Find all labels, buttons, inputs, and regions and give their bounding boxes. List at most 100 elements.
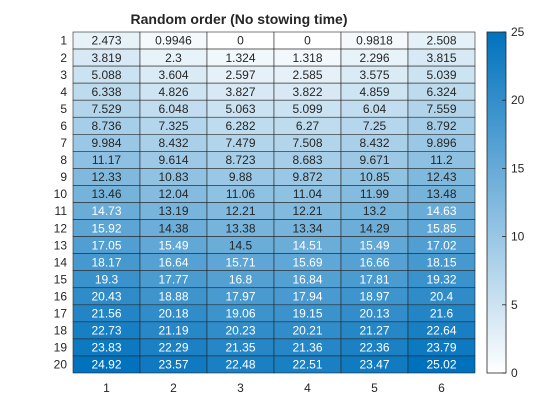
cell-value-label: 14.38	[158, 221, 188, 235]
y-tick-label: 14	[54, 255, 68, 269]
cell-value-label: 2.3	[165, 51, 182, 65]
y-tick-label: 17	[54, 307, 68, 321]
cell-value-label: 6.338	[91, 85, 121, 99]
cell-value-label: 2.508	[426, 34, 456, 48]
cell-value-label: 17.94	[292, 289, 322, 303]
x-tick-label: 5	[371, 381, 378, 395]
colorbar-tick-label: 20	[511, 93, 525, 107]
cell-value-label: 0.9946	[155, 34, 192, 48]
cell-value-label: 19.06	[225, 307, 255, 321]
cell-value-label: 1.318	[292, 51, 322, 65]
x-tick-label: 1	[103, 381, 110, 395]
cell-value-label: 2.473	[91, 34, 121, 48]
cell-value-label: 21.6	[430, 307, 454, 321]
cell-value-label: 16.66	[359, 255, 389, 269]
cell-value-label: 15.49	[359, 238, 389, 252]
cell-value-label: 7.325	[158, 119, 188, 133]
cell-value-label: 0	[304, 34, 311, 48]
cell-value-label: 6.27	[296, 119, 320, 133]
cell-value-label: 18.15	[426, 255, 456, 269]
cell-value-label: 12.21	[225, 204, 255, 218]
cell-value-label: 6.282	[225, 119, 255, 133]
cell-value-label: 12.21	[292, 204, 322, 218]
cell-value-label: 20.23	[225, 324, 255, 338]
y-tick-label: 18	[54, 324, 68, 338]
cell-value-label: 2.597	[225, 68, 255, 82]
cell-value-label: 20.13	[359, 307, 389, 321]
colorbar-tick-label: 25	[511, 25, 525, 39]
cell-value-label: 24.92	[91, 358, 121, 372]
cell-value-label: 5.088	[91, 68, 121, 82]
cell-value-label: 17.02	[426, 238, 456, 252]
cell-value-label: 7.508	[292, 136, 322, 150]
y-tick-label: 8	[60, 153, 67, 167]
cell-value-label: 6.04	[363, 102, 387, 116]
y-tick-label: 6	[60, 119, 67, 133]
x-tick-label: 4	[304, 381, 311, 395]
colorbar-gradient	[486, 31, 507, 374]
x-tick-label: 2	[170, 381, 177, 395]
cell-value-label: 22.48	[225, 358, 255, 372]
y-tick-label: 2	[60, 51, 67, 65]
cell-value-label: 16.64	[158, 255, 188, 269]
x-tick-label: 3	[237, 381, 244, 395]
cell-value-label: 3.575	[359, 68, 389, 82]
colorbar-tick-label: 10	[511, 230, 525, 244]
cell-value-label: 12.33	[91, 170, 121, 184]
cell-value-label: 4.826	[158, 85, 188, 99]
cell-value-label: 5.039	[426, 68, 456, 82]
cell-value-label: 23.79	[426, 341, 456, 355]
cell-value-label: 22.51	[292, 358, 322, 372]
cell-value-label: 14.29	[359, 221, 389, 235]
cell-value-label: 11.17	[92, 153, 121, 167]
cell-value-label: 5.099	[292, 102, 322, 116]
cell-value-label: 22.64	[426, 324, 456, 338]
cell-value-label: 6.324	[426, 85, 456, 99]
cell-value-label: 3.604	[158, 68, 188, 82]
y-tick-label: 11	[55, 204, 68, 218]
y-tick-label: 13	[54, 238, 68, 252]
y-tick-label: 3	[60, 68, 67, 82]
cell-value-label: 23.57	[158, 358, 188, 372]
cell-value-label: 14.51	[292, 238, 322, 252]
colorbar-tick-label: 15	[511, 161, 525, 175]
y-tick-label: 9	[60, 170, 67, 184]
cell-value-label: 10.85	[359, 170, 389, 184]
cell-value-label: 15.92	[91, 221, 121, 235]
cell-value-label: 22.73	[91, 324, 121, 338]
cell-value-label: 23.47	[359, 358, 389, 372]
cell-value-label: 17.97	[225, 289, 255, 303]
cell-value-label: 18.97	[359, 289, 389, 303]
cell-value-label: 11.99	[360, 187, 389, 201]
cell-value-label: 9.896	[426, 136, 456, 150]
cell-value-label: 21.35	[225, 341, 255, 355]
cell-value-label: 12.43	[426, 170, 456, 184]
cell-value-label: 10.83	[158, 170, 188, 184]
cell-value-label: 11.04	[293, 187, 322, 201]
cell-value-label: 23.83	[91, 341, 121, 355]
cell-value-label: 0.9818	[356, 34, 393, 48]
cell-value-label: 8.723	[225, 153, 255, 167]
cell-value-label: 15.69	[292, 255, 322, 269]
chart-title: Random order (No stowing time)	[131, 11, 348, 27]
y-tick-label: 4	[60, 85, 67, 99]
cell-value-label: 18.88	[158, 289, 188, 303]
cell-value-label: 11.2	[430, 153, 453, 167]
cell-value-label: 14.63	[426, 204, 456, 218]
cell-value-label: 22.29	[158, 341, 188, 355]
cell-value-label: 13.48	[426, 187, 456, 201]
y-tick-label: 7	[60, 136, 67, 150]
cell-value-label: 3.815	[426, 51, 456, 65]
cell-value-label: 17.05	[91, 238, 121, 252]
cell-value-label: 11.06	[226, 187, 255, 201]
cell-value-label: 3.822	[292, 85, 322, 99]
cell-value-label: 9.984	[91, 136, 121, 150]
cell-value-label: 0	[237, 34, 244, 48]
colorbar: 0 5 10 15 20 25	[486, 25, 525, 380]
cell-value-label: 9.671	[359, 153, 389, 167]
cell-value-label: 15.71	[225, 255, 255, 269]
cell-value-label: 7.559	[426, 102, 456, 116]
cell-value-label: 3.827	[225, 85, 255, 99]
cell-value-label: 21.27	[359, 324, 389, 338]
